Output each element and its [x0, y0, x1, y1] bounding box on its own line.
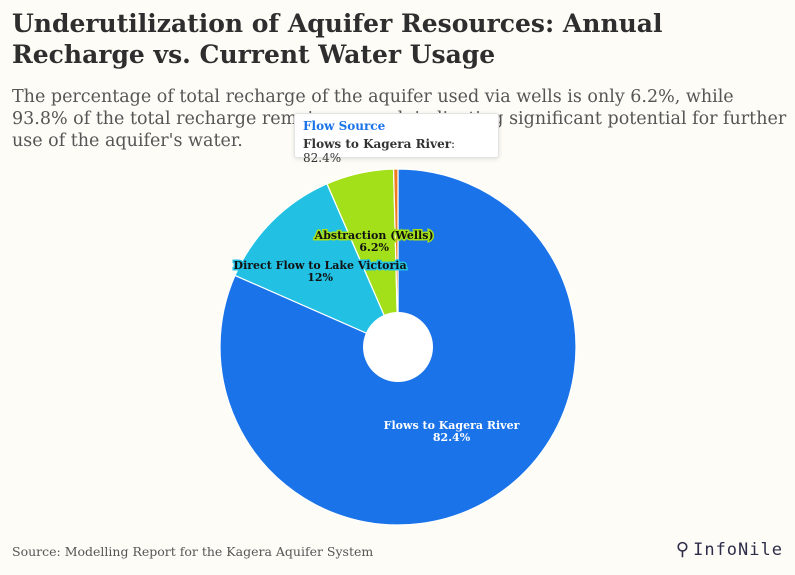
chart-tooltip: Flow Source Flows to Kagera River: 82.4%	[294, 113, 499, 165]
slice-label-flows-to-kagera-river: Flows to Kagera River	[384, 419, 520, 432]
chart-title: Underutilization of Aquifer Resources: A…	[12, 9, 663, 69]
tooltip-title: Flow Source	[303, 119, 386, 133]
slice-item-3[interactable]	[392, 168, 399, 348]
slice-label-direct-flow-to-lake-victoria: Direct Flow to Lake Victoria	[234, 259, 407, 272]
tooltip-label: Flows to Kagera River	[303, 137, 452, 151]
logo-text: InfoNile	[693, 540, 783, 560]
slice-value-direct-flow-to-lake-victoria: 12%	[307, 271, 333, 284]
tooltip-row: Flows to Kagera River: 82.4%	[303, 137, 456, 165]
slice-value-flows-to-kagera-river: 82.4%	[433, 431, 471, 444]
source-note: Source: Modelling Report for the Kagera …	[12, 544, 374, 559]
africa-map-icon: ⚲	[675, 539, 690, 560]
slice-label-abstraction-wells: Abstraction (Wells)	[314, 229, 434, 242]
infonile-logo[interactable]: ⚲ InfoNile	[675, 539, 783, 561]
slice-direct-flow-to-lake-victoria[interactable]	[234, 183, 400, 349]
slice-value-abstraction-wells: 6.2%	[359, 241, 389, 254]
donut-hole	[363, 312, 433, 382]
tooltip-value: 82.4%	[303, 151, 342, 165]
